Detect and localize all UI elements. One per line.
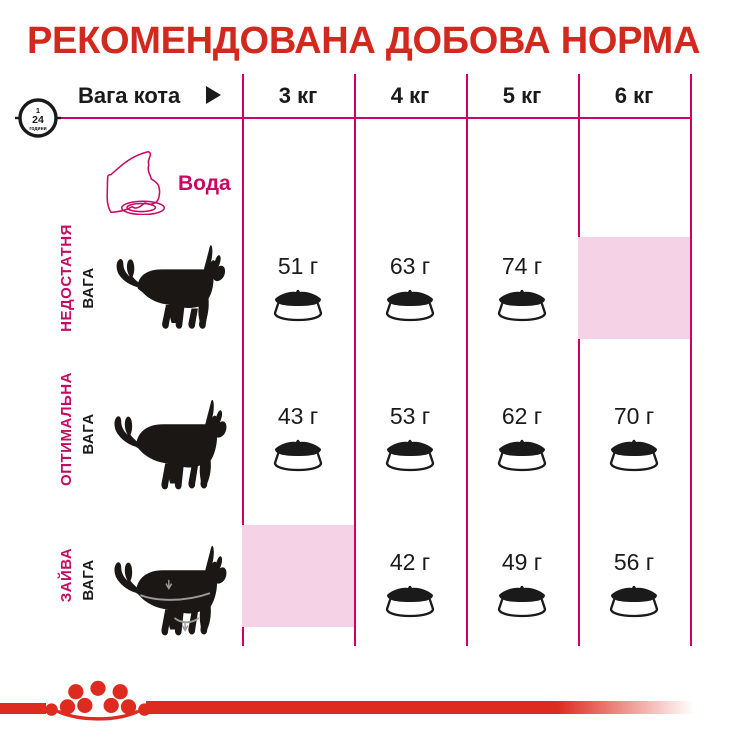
svg-text:24: 24 — [32, 114, 44, 126]
svg-text:години: години — [29, 126, 46, 132]
